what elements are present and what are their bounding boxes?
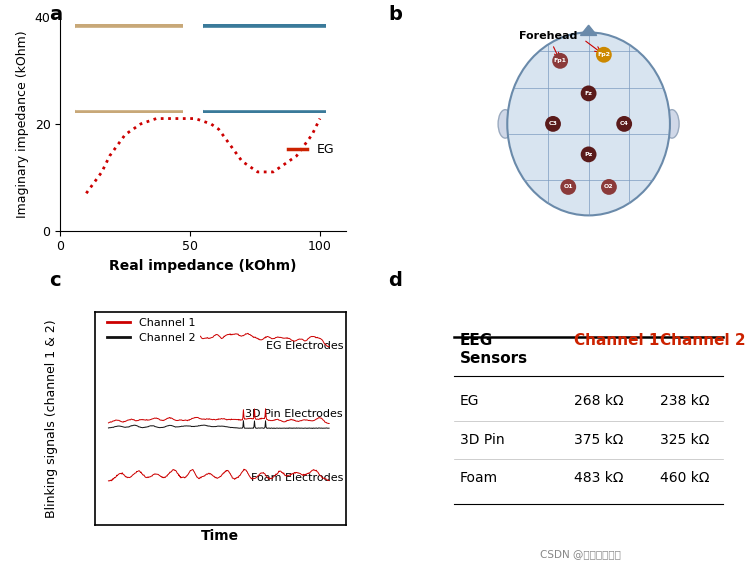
Ellipse shape	[665, 110, 679, 138]
Text: Forehead: Forehead	[520, 31, 578, 57]
Text: CSDN @脑机接口社区: CSDN @脑机接口社区	[540, 549, 621, 560]
Text: c: c	[49, 271, 60, 289]
Text: 3D Pin: 3D Pin	[460, 433, 504, 447]
Text: Fp1: Fp1	[553, 58, 567, 63]
Ellipse shape	[507, 33, 670, 215]
Text: EG: EG	[460, 395, 480, 408]
Text: Fz: Fz	[584, 91, 593, 96]
Text: 268 kΩ: 268 kΩ	[575, 395, 624, 408]
Text: 460 kΩ: 460 kΩ	[660, 471, 710, 485]
Point	[547, 119, 559, 128]
Text: 3D Pin Electrodes: 3D Pin Electrodes	[245, 409, 343, 419]
Point	[583, 150, 595, 159]
Text: Foam: Foam	[460, 471, 498, 485]
Point	[598, 50, 610, 59]
Point	[554, 57, 566, 66]
Text: Pz: Pz	[584, 152, 593, 157]
Text: EEG
Sensors: EEG Sensors	[460, 333, 529, 365]
Text: 238 kΩ: 238 kΩ	[660, 395, 710, 408]
Text: O1: O1	[563, 184, 573, 190]
Text: b: b	[388, 5, 402, 24]
Ellipse shape	[498, 110, 512, 138]
Text: C3: C3	[549, 122, 557, 126]
Text: Blinking signals (channel 1 & 2): Blinking signals (channel 1 & 2)	[45, 319, 58, 518]
Text: 483 kΩ: 483 kΩ	[575, 471, 624, 485]
Legend: Channel 1, Channel 2: Channel 1, Channel 2	[103, 313, 200, 348]
Point	[603, 182, 615, 191]
Point	[618, 119, 630, 128]
Text: Channel 2: Channel 2	[660, 333, 746, 348]
Text: Foam Electrodes: Foam Electrodes	[250, 473, 343, 483]
Text: d: d	[388, 271, 402, 289]
Text: C4: C4	[620, 122, 629, 126]
Text: EG Electrodes: EG Electrodes	[265, 341, 343, 351]
Text: Fp2: Fp2	[597, 53, 610, 57]
Polygon shape	[581, 25, 596, 35]
Legend: EG: EG	[284, 138, 339, 161]
Text: 325 kΩ: 325 kΩ	[660, 433, 710, 447]
Text: Time: Time	[201, 529, 239, 543]
Text: a: a	[49, 5, 62, 24]
Text: Channel 1: Channel 1	[575, 333, 660, 348]
Point	[583, 89, 595, 98]
Text: O2: O2	[604, 184, 614, 190]
Text: 375 kΩ: 375 kΩ	[575, 433, 624, 447]
X-axis label: Real impedance (kOhm): Real impedance (kOhm)	[109, 259, 297, 273]
Point	[562, 182, 575, 191]
Y-axis label: Imaginary impedance (kOhm): Imaginary impedance (kOhm)	[16, 30, 29, 218]
